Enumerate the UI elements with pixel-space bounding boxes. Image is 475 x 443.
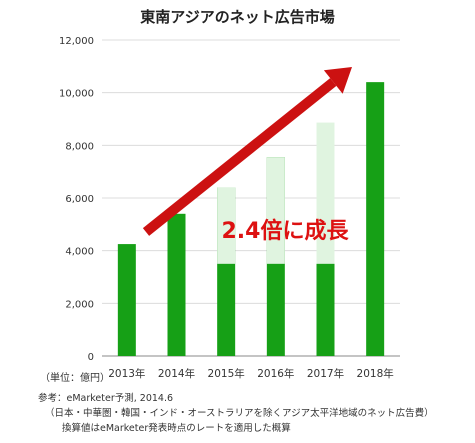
bar: [366, 82, 385, 356]
x-axis-labels: 2013年 2014年 2015年 2016年 2017年 2018年: [108, 367, 394, 380]
y-tick-label: 2,000: [65, 299, 94, 310]
y-axis: 0 2,000 4,000 6,000 8,000 10,000 12,000: [59, 36, 94, 363]
x-tick-label: 2016年: [257, 367, 294, 380]
chart-title: 東南アジアのネット広告市場: [140, 8, 335, 26]
arrow-head: [323, 67, 352, 94]
x-tick-label: 2015年: [208, 367, 245, 380]
x-tick-label: 2014年: [158, 367, 195, 380]
y-tick-label: 6,000: [65, 194, 94, 205]
gridlines: [102, 39, 400, 357]
y-tick-label: 12,000: [59, 36, 94, 47]
bar: [117, 244, 136, 356]
highlight-bands: [217, 122, 335, 264]
y-tick-label: 0: [88, 352, 94, 363]
x-tick-label: 2017年: [307, 367, 344, 380]
y-tick-label: 4,000: [65, 247, 94, 258]
y-tick-label: 10,000: [59, 89, 94, 100]
y-tick-label: 8,000: [65, 141, 94, 152]
highlight-band: [316, 122, 335, 264]
bar: [167, 213, 186, 356]
x-tick-label: 2018年: [357, 367, 394, 380]
source-line-2: （日本・中華圏・韓国・インド・オーストラリアを除くアジア太平洋地域のネット広告費…: [45, 408, 434, 419]
unit-label: （単位：億円）: [40, 371, 110, 384]
growth-annotation: 2.4倍に成長: [222, 218, 350, 244]
arrow-shaft: [142, 78, 337, 236]
highlight-band: [266, 157, 285, 264]
x-tick-label: 2013年: [108, 367, 145, 380]
source-line-1: 参考：eMarketer予測, 2014.6: [38, 393, 174, 404]
highlight-band: [217, 187, 236, 264]
source-line-3: 換算値はeMarketer発表時点のレートを適用した概算: [62, 423, 291, 434]
growth-arrow-icon: [142, 67, 352, 236]
